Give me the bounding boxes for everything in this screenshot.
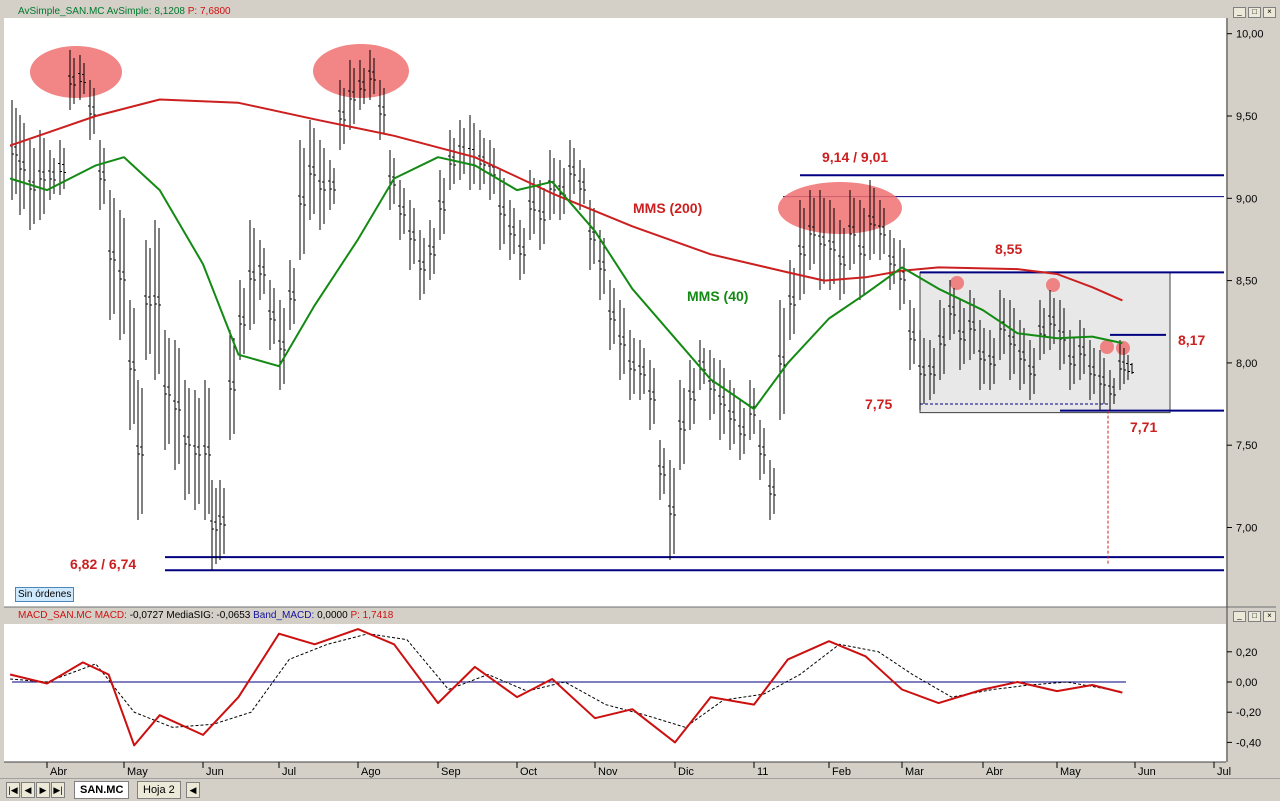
price-y-tick-label: 7,00 (1236, 523, 1257, 535)
peak-highlight (313, 44, 409, 98)
x-tick-label: Abr (50, 766, 67, 778)
macd-header-p-value: 1,7418 (362, 610, 394, 621)
macd-maximize-button[interactable]: □ (1248, 611, 1261, 622)
macd-y-tick-label: -0,40 (1236, 737, 1261, 749)
last-sheet-button[interactable]: ▶| (51, 782, 65, 798)
macd-header-band-label: Band_MACD: (253, 610, 315, 621)
price-header-series: AvSimple: (106, 6, 152, 17)
macd-header-p-label: P: (350, 610, 360, 621)
x-tick-label: Nov (598, 766, 618, 778)
x-tick-label: Jun (1138, 766, 1156, 778)
orders-badge[interactable]: Sin órdenes (15, 587, 75, 602)
x-tick-label: Sep (441, 766, 461, 778)
x-tick-label: Oct (520, 766, 537, 778)
x-tick-label: 11 (757, 766, 768, 778)
tab-hoja-2[interactable]: Hoja 2 (137, 781, 181, 799)
peak-highlight (30, 46, 122, 98)
close-button[interactable]: × (1263, 7, 1276, 18)
label-range-low: 7,75 (865, 396, 892, 412)
touch-highlight (1100, 340, 1114, 354)
label-range-mid: 8,17 (1178, 332, 1205, 348)
price-y-tick-label: 10,00 (1236, 29, 1264, 41)
macd-signal-line (10, 633, 1123, 728)
macd-header-macd-value: -0,0727 (129, 610, 164, 621)
tab-san-mc[interactable]: SAN.MC (74, 781, 130, 799)
x-tick-label: Ago (361, 766, 381, 778)
price-y-tick-label: 7,50 (1236, 440, 1257, 452)
x-tick-label: Jun (206, 766, 224, 778)
label-resistance: 9,14 / 9,01 (822, 149, 888, 165)
minimize-button[interactable]: _ (1233, 7, 1246, 18)
price-header-p-value: 7,6800 (199, 6, 231, 17)
peak-highlight (778, 182, 902, 234)
mms-40-line (9, 156, 1123, 410)
label-range-break: 7,71 (1130, 419, 1157, 435)
price-header-p-label: P: (187, 6, 198, 17)
touch-highlight (1046, 278, 1060, 292)
macd-header-signal-label: MediaSIG: (166, 610, 214, 621)
macd-y-tick-label: 0,00 (1236, 677, 1257, 689)
label-mms-200: MMS (200) (633, 200, 702, 216)
touch-highlight (950, 276, 964, 290)
price-chart: 9,14 / 9,01 MMS (200) MMS (40) 8,55 8,17 7,75… (9, 44, 1224, 572)
sheet-tab-bar: |◀ ◀ ▶ ▶| SAN.MC Hoja 2 ◀ (0, 778, 1280, 801)
axes: 7,00 7,50 8,00 8,50 9,00 9,50 10,00 -0,40 -0,20 0… (4, 29, 1264, 778)
macd-y-tick-label: 0,20 (1236, 647, 1257, 659)
next-sheet-button[interactable]: ▶ (36, 782, 50, 798)
price-y-tick-label: 8,50 (1236, 276, 1257, 288)
price-header: AvSimple_SAN.MC AvSimple: 8,1208 P: 7,68… (18, 6, 231, 17)
range-box (919, 271, 1171, 414)
macd-line (9, 628, 1123, 747)
tab-scroll-left-button[interactable]: ◀ (186, 782, 200, 798)
macd-header-signal-value: -0,0653 (216, 610, 251, 621)
maximize-button[interactable]: □ (1248, 7, 1261, 18)
macd-header-label: MACD_SAN.MC (18, 610, 92, 621)
price-header-value: 8,1208 (154, 6, 185, 17)
first-sheet-button[interactable]: |◀ (6, 782, 20, 798)
price-y-tick-label: 9,50 (1236, 111, 1257, 123)
mms-200-line (9, 98, 1123, 302)
macd-header-macd-label: MACD: (94, 610, 127, 621)
prev-sheet-button[interactable]: ◀ (21, 782, 35, 798)
macd-minimize-button[interactable]: _ (1233, 611, 1246, 622)
x-tick-label: Jul (282, 766, 296, 778)
x-tick-label: Jul (1217, 766, 1231, 778)
x-tick-label: May (127, 766, 148, 778)
x-tick-label: Feb (832, 766, 851, 778)
macd-header-band-value: 0,0000 (317, 610, 348, 621)
x-tick-label: Dic (678, 766, 694, 778)
price-header-label: AvSimple_SAN.MC (18, 6, 105, 17)
macd-header: MACD_SAN.MC MACD: -0,0727 MediaSIG: -0,0… (18, 610, 393, 621)
price-y-tick-label: 9,00 (1236, 193, 1257, 205)
x-tick-label: May (1060, 766, 1081, 778)
label-support: 6,82 / 6,74 (70, 556, 136, 572)
label-mms-40: MMS (40) (687, 288, 748, 304)
macd-close-button[interactable]: × (1263, 611, 1276, 622)
macd-y-tick-label: -0,20 (1236, 707, 1261, 719)
macd-plot-area (4, 624, 1226, 762)
label-range-top: 8,55 (995, 241, 1022, 257)
price-y-tick-label: 8,00 (1236, 358, 1257, 370)
x-tick-label: Abr (986, 766, 1003, 778)
macd-chart (9, 628, 1126, 747)
x-tick-label: Mar (905, 766, 924, 778)
